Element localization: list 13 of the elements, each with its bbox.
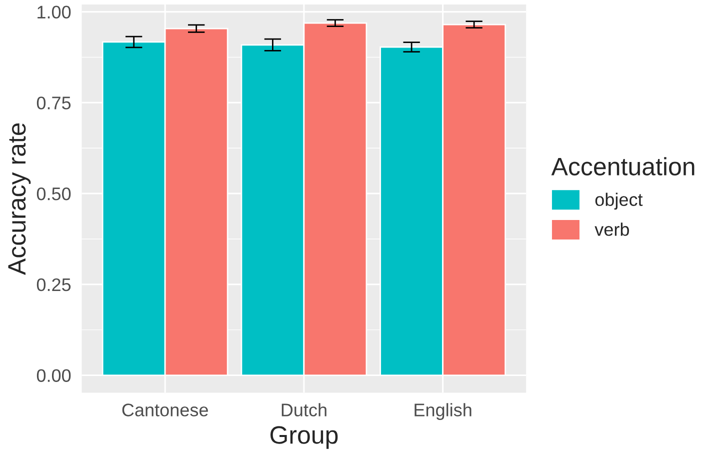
legend-label: object: [595, 192, 643, 210]
y-tick-label: 0.00: [36, 369, 71, 382]
x-tick-label: Cantonese: [122, 404, 208, 416]
y-tick-label: 1.00: [38, 6, 71, 19]
x-axis-title: Group: [270, 426, 338, 449]
x-tick-label: Dutch: [282, 403, 326, 416]
y-axis-title: Accuracy rate: [8, 123, 31, 275]
x-tick-label: English: [414, 403, 472, 420]
y-tick-label: 0.50: [36, 187, 71, 200]
legend-title: Accentuation: [551, 157, 694, 176]
y-tick-label: 0.75: [36, 96, 71, 110]
legend-label: verb: [594, 222, 629, 236]
y-tick-label: 0.25: [36, 278, 71, 292]
